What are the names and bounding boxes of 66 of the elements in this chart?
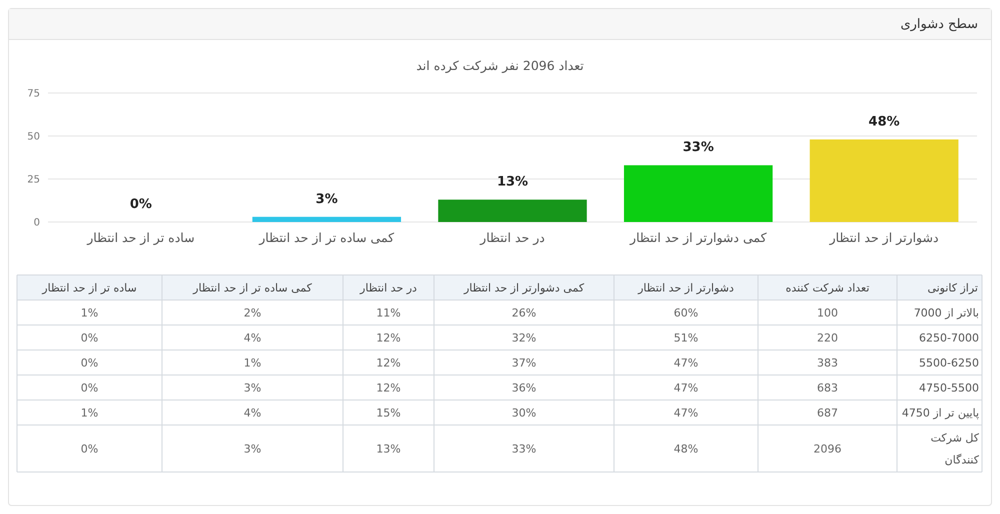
- column-header: در حد انتظار: [360, 282, 417, 294]
- cell-text: 4%: [244, 406, 262, 420]
- y-tick-label: 75: [27, 88, 40, 100]
- data-label: 33%: [682, 140, 714, 156]
- cell-text: 33%: [512, 442, 536, 456]
- column-header: دشوارتر از حد انتظار: [638, 282, 734, 294]
- cell-text: 383: [817, 356, 838, 370]
- cell-text: 683: [817, 382, 838, 394]
- cell-text: 1%: [244, 356, 262, 370]
- cell-text: 0%: [80, 356, 98, 370]
- cell-text: 26%: [512, 306, 536, 320]
- data-label: 0%: [130, 197, 152, 212]
- row-header: کنندگان: [944, 454, 979, 466]
- cell-text: 4%: [244, 332, 262, 344]
- cell-text: 0%: [80, 442, 98, 456]
- row-header: بالاتر از 7000: [914, 306, 979, 320]
- chart-subtitle: تعداد 2096 نفر شرکت کرده اند: [416, 58, 584, 73]
- column-header: ساده تر از حد انتظار: [42, 282, 137, 294]
- cell-text: 12%: [376, 332, 401, 344]
- cell-text: 3%: [244, 382, 262, 394]
- cell-text: 687: [817, 406, 838, 420]
- cell-text: 12%: [376, 356, 401, 370]
- cell-text: 1%: [80, 306, 98, 320]
- y-tick-label: 25: [27, 174, 40, 186]
- cell-text: 37%: [512, 356, 536, 370]
- column-header: کمی ساده تر از حد انتظار: [193, 282, 312, 294]
- data-label: 48%: [868, 114, 900, 130]
- row-header: پایین تر از 4750: [902, 406, 979, 420]
- x-tick-label: کمی دشوارتر از حد انتظار: [630, 230, 767, 245]
- data-label: 3%: [316, 192, 338, 207]
- data-label: 13%: [496, 174, 528, 190]
- cell-text: 15%: [376, 406, 401, 420]
- cell-text: 11%: [376, 306, 401, 320]
- y-tick-label: 50: [27, 132, 40, 142]
- cell-text: 12%: [376, 382, 401, 394]
- column-header: تعداد شرکت کننده: [786, 282, 870, 294]
- cell-text: 60%: [674, 306, 698, 320]
- y-tick-label: 0: [34, 218, 40, 228]
- row-header: 5500-6250: [919, 356, 979, 370]
- cell-text: 0%: [80, 332, 98, 344]
- cell-text: 32%: [512, 332, 536, 344]
- x-tick-label: ساده تر از حد انتظار: [87, 230, 195, 245]
- chart-title: سطح دشواری: [900, 17, 978, 32]
- cell-text: 0%: [80, 382, 98, 394]
- column-header: تراز کانونی: [927, 282, 978, 294]
- cell-text: 2%: [244, 306, 262, 320]
- column-header: کمی دشوارتر از حد انتظار: [464, 282, 584, 294]
- cell-text: 2096: [814, 442, 842, 456]
- cell-text: 100: [817, 306, 838, 320]
- cell-text: 30%: [512, 406, 536, 420]
- row-header: 6250-7000: [919, 332, 979, 344]
- cell-text: 47%: [674, 382, 698, 394]
- cell-text: 1%: [80, 406, 98, 420]
- x-tick-label: کمی ساده تر از حد انتظار: [259, 230, 394, 245]
- cell-text: 47%: [674, 356, 698, 370]
- cell-text: 13%: [376, 442, 401, 456]
- row-header: 4750-5500: [919, 382, 979, 394]
- x-tick-label: در حد انتظار: [480, 230, 545, 245]
- row-header: کل شرکت: [930, 432, 979, 444]
- cell-text: 47%: [674, 406, 698, 420]
- x-tick-label: دشوارتر از حد انتظار: [830, 230, 939, 245]
- cell-text: 220: [817, 332, 838, 344]
- cell-text: 3%: [244, 442, 262, 456]
- cell-text: 51%: [674, 332, 698, 344]
- cell-text: 36%: [512, 382, 536, 394]
- cell-text: 48%: [674, 442, 698, 456]
